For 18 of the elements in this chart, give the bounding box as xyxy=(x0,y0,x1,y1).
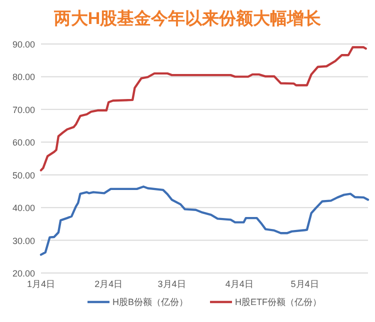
legend-label: H股B份额（亿份） xyxy=(112,297,188,307)
y-tick-label: 70.00 xyxy=(12,104,35,115)
y-tick-label: 50.00 xyxy=(12,170,35,180)
x-tick-label: 3月4日 xyxy=(158,279,186,289)
y-tick-label: 80.00 xyxy=(12,72,35,82)
x-tick-label: 2月4日 xyxy=(94,279,123,289)
chart-title: 两大H股基金今年以来份额大幅增长 xyxy=(52,9,322,28)
y-tick-label: 40.00 xyxy=(12,203,35,214)
y-tick-label: 20.00 xyxy=(12,268,35,278)
y-tick-label: 60.00 xyxy=(12,138,35,148)
x-tick-label: 1月4日 xyxy=(26,279,56,289)
y-tick-label: 90.00 xyxy=(12,40,35,50)
x-tick-label: 5月4日 xyxy=(290,279,319,289)
line-series xyxy=(40,186,370,256)
x-tick-label: 4月4日 xyxy=(225,279,254,289)
legend-label: H股ETF份额（亿份） xyxy=(235,297,322,307)
y-tick-label: 30.00 xyxy=(12,236,35,246)
line-series xyxy=(40,46,367,172)
